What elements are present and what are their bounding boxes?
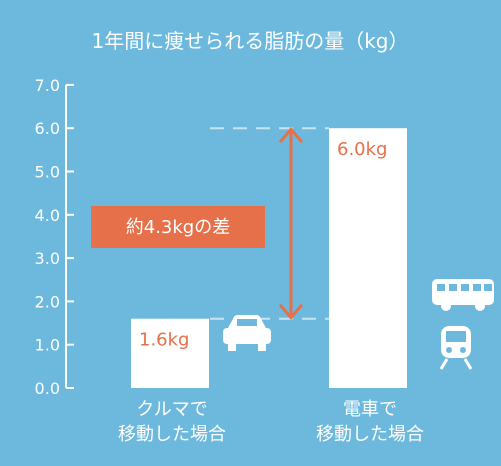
bus-wheel	[441, 301, 451, 311]
bus-window	[473, 284, 481, 291]
bus-body	[432, 279, 494, 305]
bar-value-label: 6.0kg	[337, 139, 387, 160]
train-rail	[463, 358, 473, 370]
y-tick-label: 4.0	[35, 206, 60, 225]
bar-2	[329, 128, 407, 388]
bus-window	[437, 284, 445, 291]
bar-value-label: 1.6kg	[139, 330, 189, 351]
bus-window	[449, 284, 457, 291]
difference-arrow-head-up	[278, 126, 304, 144]
train-rail	[439, 358, 449, 370]
bar-1	[131, 318, 209, 388]
y-tick-label: 1.0	[35, 336, 60, 355]
bus-wheel	[475, 301, 485, 311]
train-icon	[439, 326, 473, 370]
car-wheel	[228, 344, 236, 351]
bus-window	[461, 284, 469, 291]
category-label: 電車で	[343, 399, 397, 420]
car-window	[237, 319, 257, 326]
y-tick-label: 7.0	[35, 76, 60, 95]
y-tick-label: 5.0	[35, 163, 60, 182]
bus-window	[484, 284, 492, 291]
y-tick-label: 2.0	[35, 292, 60, 311]
difference-label: 約4.3kgの差	[126, 217, 230, 238]
chart-title: 1年間に痩せられる脂肪の量（kg）	[91, 29, 408, 53]
car-body	[223, 328, 271, 344]
y-tick-label: 3.0	[35, 249, 60, 268]
train-light	[446, 347, 452, 353]
category-label: 移動した場合	[118, 424, 226, 445]
y-tick-label: 6.0	[35, 119, 60, 138]
bus-icon	[432, 279, 494, 311]
train-window	[446, 331, 466, 342]
difference-label-box	[91, 206, 265, 248]
car-wheel	[258, 344, 266, 351]
car-icon	[223, 315, 271, 351]
category-label: クルマで	[136, 399, 207, 420]
difference-arrow-head-down	[278, 303, 304, 321]
train-light	[460, 347, 466, 353]
y-tick-label: 0.0	[35, 379, 60, 398]
category-label: 移動した場合	[316, 424, 424, 445]
